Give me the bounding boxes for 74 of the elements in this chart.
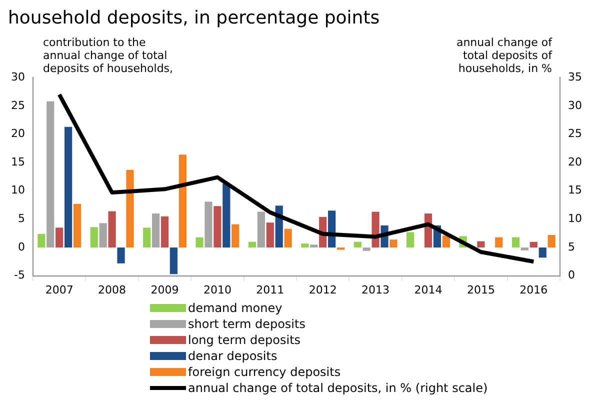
bar (204, 202, 212, 248)
bar (520, 247, 528, 250)
bar (232, 224, 240, 248)
x-tick-label: 2015 (466, 283, 495, 296)
bar (336, 247, 345, 250)
bar (512, 237, 520, 248)
bar (46, 101, 54, 248)
y-tick-label: 30 (10, 70, 25, 84)
legend-label: annual change of total deposits, in % (right scale) (188, 380, 488, 396)
y2-tick-label: 20 (568, 155, 582, 168)
y2-tick-label: 10 (568, 212, 582, 226)
bar (248, 242, 256, 248)
x-tick-label: 2009 (150, 283, 179, 296)
bar (170, 247, 178, 274)
bar (362, 247, 370, 251)
bar (38, 234, 46, 248)
legend-label: long term deposits (188, 332, 301, 348)
bar (152, 214, 160, 248)
y2-tick-label: 0 (568, 268, 576, 282)
bar (266, 222, 274, 248)
y-tick-label: 10 (10, 184, 25, 197)
bar (90, 227, 98, 248)
x-tick-label: 2013 (362, 283, 390, 296)
bar (196, 237, 204, 248)
y-tick-label: -5 (14, 268, 25, 282)
bar (284, 228, 292, 248)
bar (495, 237, 503, 248)
y2-tick-label: 15 (568, 184, 582, 197)
legend-label: short term deposits (188, 316, 306, 332)
y-tick-label: 5 (18, 212, 25, 226)
bar (73, 204, 82, 248)
legend-label: demand money (188, 300, 282, 316)
bar (64, 126, 72, 248)
bar (257, 212, 265, 248)
x-tick-label: 2007 (45, 283, 74, 296)
legend-label: denar deposits (188, 348, 278, 364)
bar (108, 211, 116, 248)
chart-title: household deposits, in percentage points (8, 7, 380, 28)
bar (117, 247, 125, 264)
x-tick-label: 2008 (98, 283, 126, 296)
x-tick-label: 2012 (308, 283, 337, 296)
y-tick-label: 25 (10, 98, 25, 112)
y2-tick-label: 25 (568, 127, 582, 140)
bar (406, 232, 414, 248)
bar (310, 244, 318, 248)
bar (477, 241, 485, 248)
bar (126, 170, 134, 248)
bar (178, 154, 186, 248)
y-tick-label: 0 (18, 240, 25, 254)
bar (530, 242, 538, 248)
y2-tick-label: 30 (568, 98, 582, 112)
y-tick-label: 20 (10, 127, 25, 140)
y2-tick-label: 35 (568, 70, 582, 84)
bar (160, 216, 169, 248)
bar (301, 244, 309, 248)
bar (56, 228, 64, 248)
bar (99, 223, 107, 248)
y-tick-label: 15 (10, 155, 25, 168)
text: annual change of total deposits of households, in % (456, 36, 554, 75)
x-tick-label: 2014 (414, 283, 442, 296)
bar (538, 247, 546, 258)
x-tick-label: 2011 (256, 283, 284, 296)
x-tick-label: 2010 (203, 283, 232, 296)
text: contribution to the annual change of total deposits of households, (42, 36, 174, 75)
bar (214, 206, 222, 248)
bar (442, 236, 450, 248)
bar (143, 228, 151, 248)
x-tick-label: 2016 (520, 283, 548, 296)
bar (222, 183, 230, 248)
y2-tick-label: 5 (568, 240, 576, 254)
legend-label: foreign currency deposits (188, 364, 341, 380)
bar (390, 240, 398, 248)
bar (548, 235, 556, 248)
bar (354, 242, 362, 248)
